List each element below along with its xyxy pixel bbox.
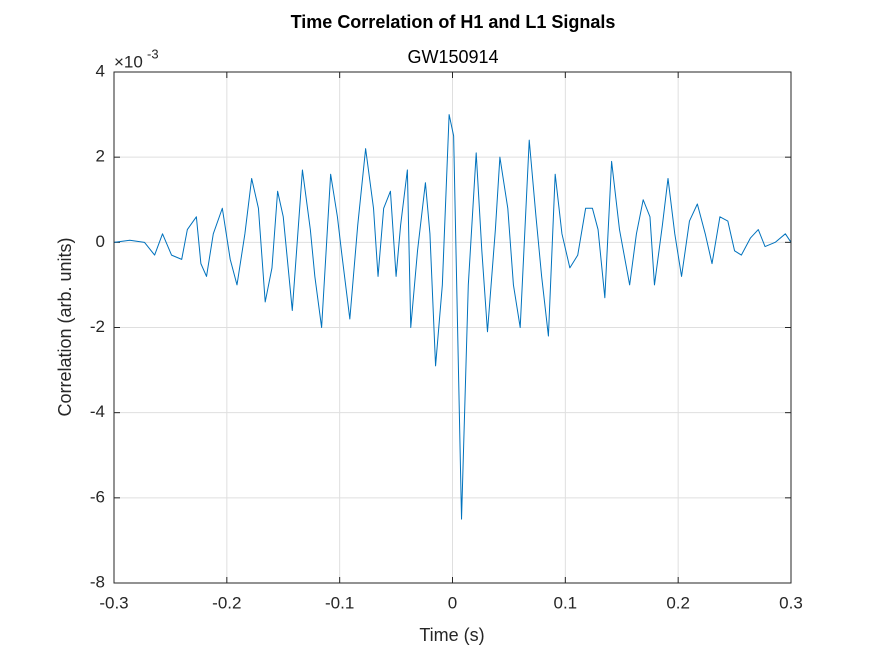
y-axis-label: Correlation (arb. units) [55,237,75,416]
y-multiplier: ×10 [114,52,143,71]
y-exponent: -3 [147,46,159,61]
x-tick-label: 0.3 [779,593,803,612]
chart-title: Time Correlation of H1 and L1 Signals [291,12,616,32]
x-tick-label: 0.2 [666,593,690,612]
y-tick-label: -6 [90,487,105,506]
x-tick-label: -0.1 [325,593,354,612]
plot-frame [113,71,792,584]
y-tick-label: -8 [90,572,105,591]
x-tick-label: -0.3 [99,593,128,612]
y-tick-label: 4 [96,61,105,80]
x-tick-label: 0 [448,593,457,612]
y-tick-label: -2 [90,317,105,336]
x-axis-label: Time (s) [419,625,484,645]
x-tick-label: -0.2 [212,593,241,612]
x-tick-label: 0.1 [554,593,578,612]
y-tick-label: -4 [90,402,105,421]
y-tick-label: 0 [96,232,105,251]
data-line [113,114,792,520]
y-tick-label: 2 [96,147,105,166]
chart-subtitle: GW150914 [407,47,498,67]
